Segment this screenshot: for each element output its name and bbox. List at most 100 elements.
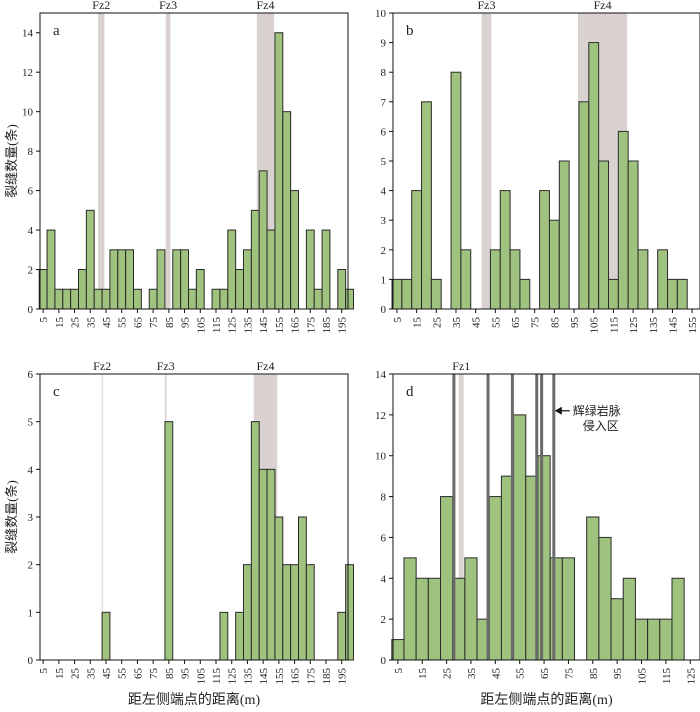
bar-c-31 [282,564,292,661]
y-tick-label-b-4: 4 [381,186,387,198]
y-tick-label-b-3: 3 [381,215,387,227]
fault-zone-label-fz2: Fz2 [93,359,111,373]
bar-d-18 [610,598,624,661]
y-tick-label-a-4: 8 [28,146,34,158]
y-tick-label-a-5: 10 [22,107,34,119]
y-tick-label-a-6: 12 [22,67,33,79]
bar-b-17 [558,160,570,310]
bar-c-38 [337,611,347,661]
bar-a-39 [345,288,354,310]
x-tick-label-c-8: 85 [164,668,176,680]
y-tick-label-d-6: 12 [375,410,386,422]
bar-a-19 [188,288,197,310]
bar-a-18 [180,249,189,310]
x-tick-label-a-17: 175 [305,317,317,334]
bar-d-13 [549,557,563,661]
bar-d-8 [488,496,502,661]
x-axis-label-d: 距左侧端点的距离(m) [480,691,613,708]
fault-zone-fz1 [458,374,464,660]
x-tick-label-c-15: 155 [274,668,286,685]
bar-a-31 [282,111,292,310]
bar-a-36 [321,229,331,310]
y-tick-label-d-1: 2 [381,614,387,626]
bar-d-23 [671,577,685,661]
x-tick-label-c-0: 5 [38,668,50,674]
x-tick-label-a-10: 105 [195,317,207,334]
bar-a-9 [109,249,119,310]
bar-c-32 [290,564,299,661]
x-tick-label-b-5: 55 [490,317,502,329]
bar-b-11 [499,190,511,310]
bar-c-26 [243,564,252,661]
bar-d-2 [415,577,429,661]
y-axis-label-a: 裂缝数量(条) [4,124,19,198]
bar-b-2 [411,190,423,310]
bar-a-15 [156,249,166,310]
x-tick-label-c-18: 185 [321,668,333,685]
bar-b-24 [627,160,639,310]
y-tick-label-b-9: 9 [381,38,387,50]
bar-b-13 [519,278,531,310]
bar-a-8 [101,288,111,310]
y-tick-label-c-4: 4 [28,464,34,476]
bar-d-17 [598,536,612,661]
x-tick-label-d-4: 45 [490,668,502,680]
bar-a-11 [125,249,135,310]
x-tick-label-a-3: 35 [85,317,97,329]
x-tick-label-b-1: 15 [412,317,424,329]
bar-d-19 [622,577,636,661]
x-tick-label-d-1: 15 [417,668,429,680]
x-tick-label-a-0: 5 [38,317,50,323]
x-tick-label-b-2: 25 [431,317,443,329]
bar-c-33 [298,516,307,661]
x-tick-label-d-8: 85 [588,668,600,680]
bar-d-22 [659,618,673,661]
y-tick-label-d-7: 14 [375,369,387,381]
bar-a-1 [46,229,56,310]
y-tick-label-b-2: 2 [381,245,387,257]
x-tick-label-c-17: 175 [305,668,317,685]
x-tick-label-a-13: 135 [242,317,254,334]
y-tick-label-c-5: 5 [28,417,34,429]
y-tick-label-c-0: 0 [28,655,34,667]
bar-d-4 [440,496,454,661]
panel-letter-b: b [406,23,414,39]
bar-d-0 [391,639,405,661]
x-tick-label-c-7: 75 [148,668,160,680]
x-tick-label-c-11: 115 [211,668,223,685]
plot-frame-d [392,373,700,661]
x-tick-label-b-9: 95 [569,317,581,329]
x-tick-label-a-2: 25 [70,317,82,329]
bar-d-12 [537,455,551,661]
x-tick-label-d-2: 25 [442,668,454,680]
bar-c-27 [250,421,260,661]
x-tick-label-c-19: 195 [337,668,349,685]
bar-b-6 [450,71,462,310]
x-tick-label-a-4: 45 [101,317,113,329]
fault-zone-label-fz1: Fz1 [452,359,470,373]
bar-b-3 [421,101,432,310]
y-tick-label-d-4: 8 [381,492,387,504]
bar-c-30 [274,516,284,661]
panel-d: Fz1 0 2 4 6 8 10 12 14 5 15 25 35 45 55 65 75 85 95 105 115 1… [375,359,700,708]
fault-zone-fz3 [481,13,492,309]
fault-zone-label-fz3: Fz3 [477,0,495,12]
x-tick-label-b-8: 85 [549,317,561,329]
bar-d-14 [561,557,576,661]
bar-d-10 [513,414,527,661]
y-tick-label-b-8: 8 [381,67,387,79]
bar-a-2 [54,288,64,310]
bar-c-34 [305,564,315,661]
y-tick-label-a-2: 4 [28,225,34,237]
y-tick-label-c-3: 3 [28,512,34,524]
bar-d-20 [634,618,649,661]
x-tick-label-d-10: 105 [637,668,649,685]
y-axis-label-c: 裂缝数量(条) [4,480,19,554]
bar-a-14 [148,288,158,310]
fault-zone-label-fz3: Fz3 [157,359,175,373]
y-tick-label-b-7: 7 [381,97,387,109]
x-tick-label-b-0: 5 [392,317,404,323]
